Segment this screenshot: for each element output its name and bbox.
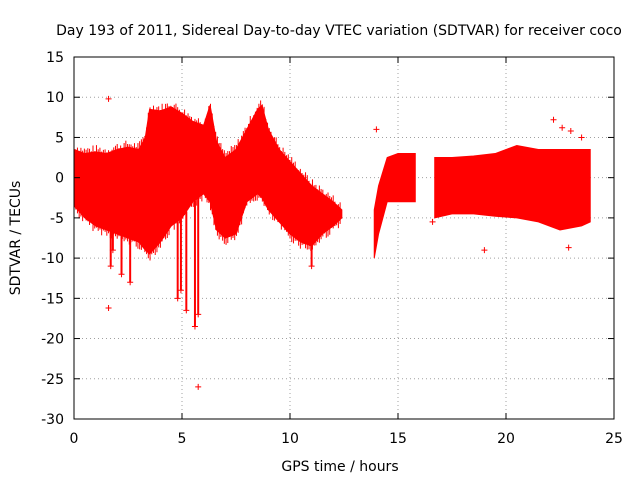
data-point <box>191 323 198 330</box>
x-axis-label: GPS time / hours <box>281 459 398 475</box>
y-tick-label: 10 <box>46 90 64 106</box>
y-tick-label: -20 <box>41 332 64 348</box>
data-point <box>174 295 181 302</box>
data-point <box>107 263 114 270</box>
outlier-point <box>373 126 380 133</box>
outlier-point <box>429 218 436 225</box>
y-tick-label: -10 <box>41 251 64 267</box>
data-point <box>183 307 190 314</box>
data-point <box>308 263 315 270</box>
y-tick-label: -15 <box>41 291 64 307</box>
plot-frame <box>73 56 615 420</box>
data-point <box>177 287 184 294</box>
outlier-point <box>578 134 585 141</box>
data-band-14h <box>373 153 416 259</box>
outlier-point <box>105 304 112 311</box>
y-tick-label: 5 <box>55 130 64 146</box>
outlier-point <box>565 244 572 251</box>
y-tick-label: -30 <box>41 412 64 428</box>
outlier-point <box>559 124 566 131</box>
y-tick-label: 0 <box>55 171 64 187</box>
x-tick-label: 0 <box>70 431 79 447</box>
data-point <box>109 247 116 254</box>
y-axis-label: SDTVAR / TECUs <box>8 181 24 296</box>
x-tick-label: 25 <box>605 431 623 447</box>
data-point <box>127 279 134 286</box>
data-band-17h <box>434 144 591 231</box>
y-tick-label: 15 <box>46 50 64 66</box>
data-points <box>73 95 591 390</box>
y-tick-label: -25 <box>41 372 64 388</box>
y-tick-label: -5 <box>50 211 64 227</box>
x-tick-label: 15 <box>389 431 407 447</box>
outlier-point <box>175 214 182 221</box>
axis-ticks: 0 5 10 15 20 25 15 10 5 0 -5 -10 -15 -20 -25 -30 <box>41 50 623 447</box>
data-point <box>118 271 125 278</box>
x-tick-label: 5 <box>178 431 187 447</box>
data-point <box>195 311 202 318</box>
outlier-point <box>481 247 488 254</box>
outlier-point <box>195 383 202 390</box>
outlier-point <box>105 95 112 102</box>
x-tick-label: 20 <box>497 431 515 447</box>
x-tick-label: 10 <box>281 431 299 447</box>
outlier-point <box>550 116 557 123</box>
outlier-point <box>567 128 574 135</box>
chart-title: Day 193 of 2011, Sidereal Day-to-day VTE… <box>56 23 622 39</box>
